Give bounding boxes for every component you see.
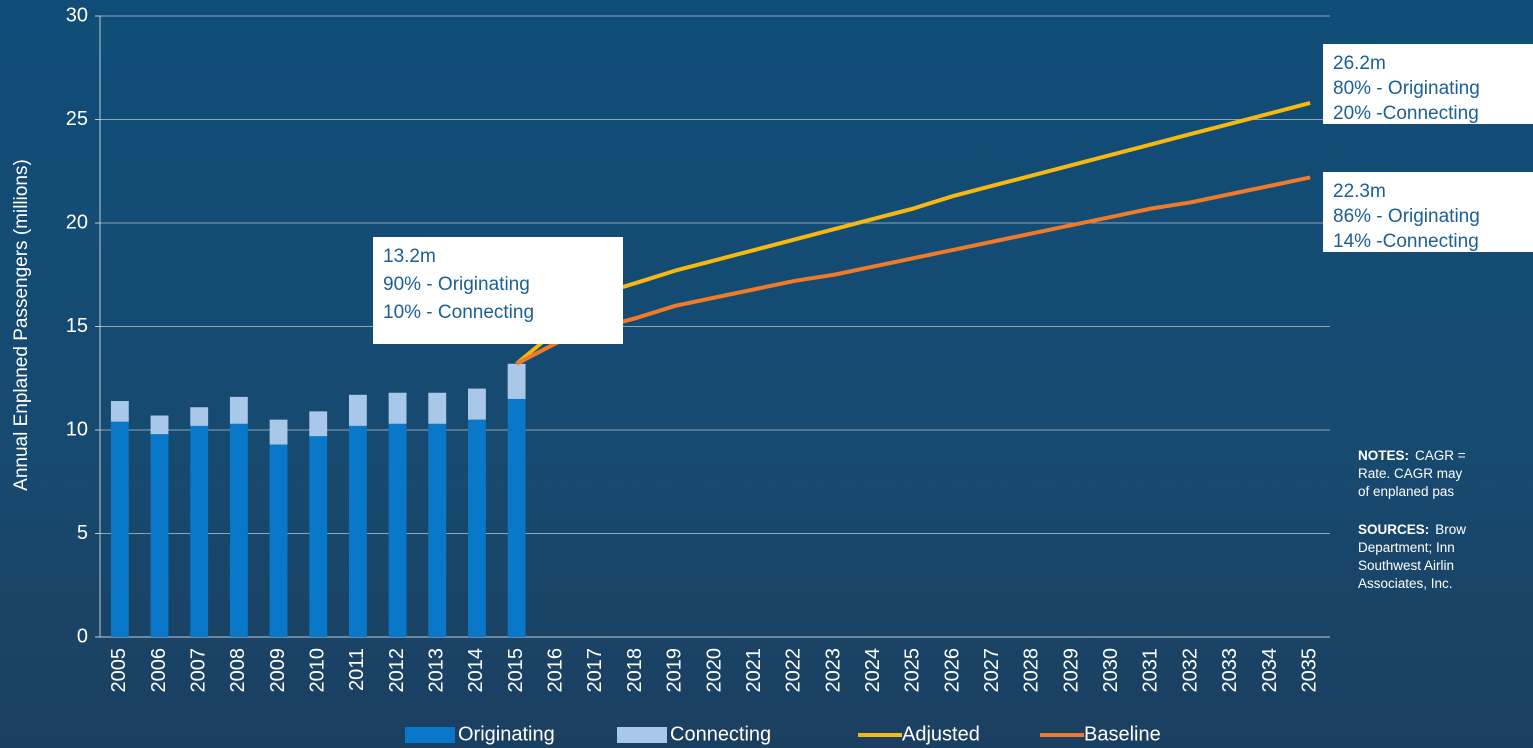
- callout: 22.3m 86% - Originating 14% -Connecting: [1323, 172, 1533, 252]
- x-tick-label: 2010: [307, 648, 329, 693]
- bar-segment: [428, 423, 447, 637]
- line-series: [515, 101, 1311, 366]
- legend-swatch: [405, 727, 455, 743]
- x-tick-label: 2014: [465, 648, 487, 693]
- callout-box: [1323, 172, 1533, 252]
- bar-segment: [110, 421, 129, 637]
- x-tick-label: 2029: [1060, 648, 1082, 693]
- y-tick-label: 0: [77, 625, 88, 647]
- bar-segment: [150, 434, 169, 637]
- bar-segment: [309, 411, 328, 437]
- x-tick-label: 2025: [902, 648, 924, 693]
- x-tick-label: 2013: [426, 648, 448, 693]
- callout-box: [373, 237, 623, 344]
- notes-line: CAGR =: [1415, 448, 1466, 463]
- y-tick-label: 10: [66, 418, 88, 440]
- x-tick-label: 2033: [1219, 648, 1241, 693]
- callout: 13.2m 90% - Originating 10% - Connecting: [373, 237, 623, 344]
- bar-segment: [348, 425, 367, 637]
- bar-segment: [190, 407, 209, 426]
- bar-segment: [150, 415, 169, 435]
- x-tick-label: 2005: [108, 648, 130, 693]
- legend-label: Baseline: [1084, 723, 1161, 745]
- sources-text: SOURCES: Brow Department; Inn Southwest Air…: [1358, 522, 1466, 591]
- sources-label: SOURCES:: [1358, 522, 1429, 537]
- notes-label: NOTES:: [1358, 448, 1409, 463]
- x-tick-label: 2019: [664, 648, 686, 693]
- bar-segment: [190, 425, 209, 637]
- callout-text: 22.3m: [1333, 181, 1386, 202]
- callout-text: 80% - Originating: [1333, 78, 1480, 99]
- callout-text: 14% -Connecting: [1333, 231, 1479, 252]
- bar-segment: [507, 363, 526, 399]
- x-tick-label: 2012: [386, 648, 408, 693]
- bar-segment: [309, 436, 328, 637]
- callout: 26.2m 80% - Originating 20% -Connecting: [1323, 44, 1533, 124]
- x-tick-label: 2011: [346, 648, 368, 691]
- x-tick-label: 2031: [1140, 648, 1162, 693]
- x-tick-label: 2023: [822, 648, 844, 693]
- legend-label: Adjusted: [902, 723, 980, 745]
- bar-segment: [269, 444, 288, 637]
- bar-segment: [388, 392, 407, 424]
- bar-segment: [507, 398, 526, 637]
- x-tick-label: 2018: [624, 648, 646, 693]
- x-tick-label: 2006: [148, 648, 170, 693]
- x-tick-label: 2026: [941, 648, 963, 693]
- notes-line: Rate. CAGR may: [1358, 466, 1463, 481]
- x-tick-label: 2032: [1179, 648, 1201, 693]
- y-tick-label: 5: [77, 522, 88, 544]
- x-tick-label: 2021: [743, 648, 765, 693]
- sources-line: Associates, Inc.: [1358, 576, 1453, 591]
- callout-text: 26.2m: [1333, 53, 1386, 74]
- line-series: [515, 175, 1311, 366]
- bar-segment: [388, 423, 407, 637]
- x-tick-label: 2035: [1298, 648, 1320, 693]
- x-tick-label: 2008: [227, 648, 249, 693]
- x-tick-label: 2015: [505, 648, 527, 693]
- x-tick-label: 2009: [267, 648, 289, 693]
- x-tick-label: 2028: [1021, 648, 1043, 693]
- x-tick-label: 2027: [981, 648, 1003, 693]
- sources-line: Department; Inn: [1358, 540, 1455, 555]
- x-tick-label: 2024: [862, 648, 884, 693]
- bar-segment: [229, 396, 248, 424]
- bar-segment: [110, 401, 129, 422]
- x-tick-label: 2007: [187, 648, 209, 693]
- sources-line: Southwest Airlin: [1358, 558, 1454, 573]
- bar-segment: [428, 392, 447, 424]
- callout-text: 13.2m: [383, 246, 436, 267]
- x-tick-label: 2022: [783, 648, 805, 693]
- callout-text: 86% - Originating: [1333, 206, 1480, 227]
- x-tick-label: 2020: [703, 648, 725, 693]
- x-tick-label: 2017: [584, 648, 606, 693]
- notes-line: of enplaned pas: [1358, 484, 1454, 499]
- x-tick-label: 2030: [1100, 648, 1122, 693]
- y-axis-label: Annual Enplaned Passengers (millions): [11, 159, 32, 491]
- callout-text: 10% - Connecting: [383, 302, 534, 323]
- y-tick-label: 15: [66, 315, 88, 337]
- legend-label: Originating: [458, 723, 555, 745]
- legend-label: Connecting: [670, 723, 771, 745]
- notes-text: NOTES: CAGR = Rate. CAGR may of enplaned pa…: [1358, 448, 1466, 499]
- bar-segment: [468, 388, 486, 420]
- sources-line: Brow: [1435, 522, 1466, 537]
- y-tick-label: 30: [66, 4, 88, 26]
- legend-swatch: [617, 727, 667, 743]
- callout-text: 20% -Connecting: [1333, 103, 1479, 124]
- bar-segment: [229, 423, 248, 637]
- y-tick-label: 25: [66, 108, 88, 130]
- bar-segment: [468, 419, 486, 637]
- x-tick-label: 2034: [1259, 648, 1281, 693]
- bar-segment: [269, 419, 288, 445]
- callout-box: [1323, 44, 1533, 124]
- x-tick-label: 2016: [545, 648, 567, 693]
- callout-text: 90% - Originating: [383, 274, 530, 295]
- bar-segment: [348, 394, 367, 426]
- y-tick-label: 20: [66, 211, 88, 233]
